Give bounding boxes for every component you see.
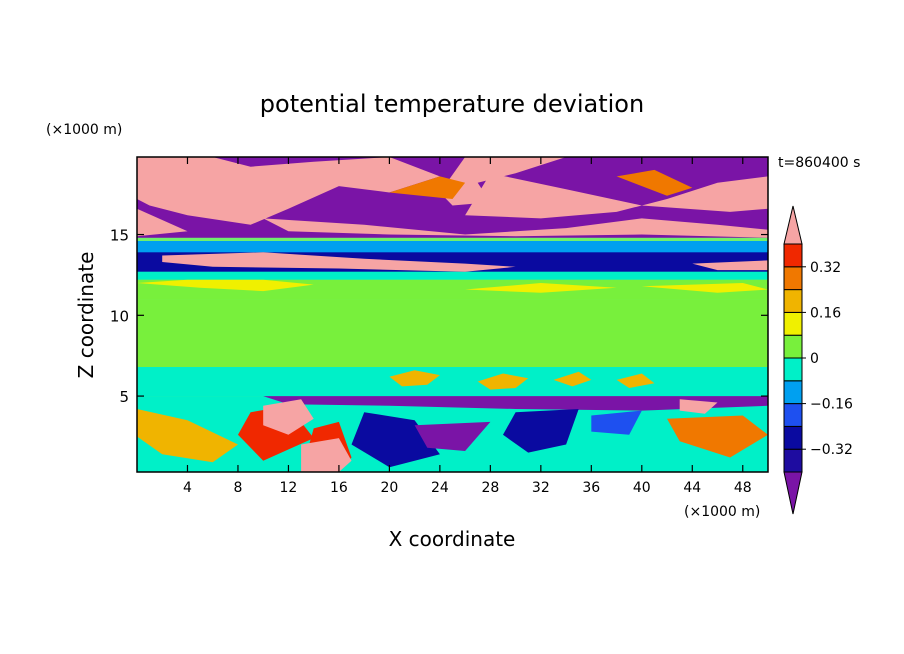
x-tick-label: 28 <box>481 480 499 496</box>
boundary-cell-4 <box>503 409 579 453</box>
tropopause-warm-tongue-east <box>692 260 768 271</box>
chart-title: potential temperature deviation <box>260 90 644 118</box>
warm-cell-0 <box>389 370 440 387</box>
plot-area <box>137 157 768 472</box>
y-unit-label: (×1000 m) <box>46 122 122 138</box>
tropopause-warm-tongue <box>162 252 516 272</box>
warm-cell-1 <box>477 373 529 390</box>
x-tick-label: 24 <box>431 480 449 496</box>
y-tick-label: 15 <box>110 227 129 245</box>
cool-thin-band <box>137 271 768 280</box>
colorbar-label: −0.16 <box>810 397 853 413</box>
boundary-cold-patch-0 <box>414 421 491 451</box>
colorbar: 0.32 0.16 0 −0.16 −0.32 <box>783 205 853 515</box>
x-tick-label: 44 <box>683 480 701 496</box>
colorbar-swatch <box>783 311 803 336</box>
x-tick-label: 36 <box>582 480 600 496</box>
colorbar-label: 0.16 <box>810 305 841 321</box>
time-label: t=860400 s <box>778 155 860 171</box>
x-tick-label: 12 <box>280 480 298 496</box>
boundary-cell-6 <box>667 415 768 458</box>
x-tick-label: 4 <box>183 480 192 496</box>
boundary-warm-patch-2 <box>679 399 718 414</box>
colorbar-swatch <box>783 380 803 405</box>
colorbar-swatch <box>783 448 803 473</box>
colorbar-swatch <box>783 266 803 291</box>
colorbar-swatch <box>783 334 803 359</box>
warm-cloud-upper-1 <box>439 157 567 206</box>
colorbar-swatch <box>783 357 803 382</box>
colorbar-swatch <box>783 403 803 427</box>
x-axis-label: X coordinate <box>389 527 516 551</box>
cool-band <box>137 241 768 253</box>
x-tick-label: 48 <box>734 480 752 496</box>
boundary-cell-0 <box>137 409 238 463</box>
colorbar-swatch <box>783 425 803 450</box>
colorbar-over-arrow <box>783 205 803 245</box>
warm-edge-upper-1 <box>616 169 693 196</box>
plot-frame <box>136 156 769 473</box>
y-tick-label: 10 <box>110 307 129 325</box>
colorbar-swatch <box>783 243 803 268</box>
mid-band <box>137 299 768 332</box>
warm-cloud-upper-0 <box>137 157 440 225</box>
warm-cloud-upper-2 <box>465 173 768 219</box>
x-tick-label: 16 <box>330 480 348 496</box>
warm-cloud-upper-3 <box>263 218 768 238</box>
mid-cell-2 <box>641 283 768 293</box>
boundary-warm-patch-1 <box>301 438 352 472</box>
x-tick-label: 32 <box>532 480 550 496</box>
lower-band <box>137 367 768 397</box>
colorbar-label: −0.32 <box>810 442 853 458</box>
mid-cell-0 <box>137 279 314 292</box>
x-axis-ticks: 4 8 12 16 20 24 28 32 36 40 44 48 <box>183 157 752 496</box>
boundary-cell-5 <box>591 410 642 435</box>
mid-cell-1 <box>465 283 617 293</box>
y-tick-label: 5 <box>119 388 129 406</box>
boundary-warm-patch-0 <box>263 399 314 435</box>
colorbar-label: 0.32 <box>810 260 841 276</box>
x-tick-label: 40 <box>633 480 651 496</box>
warm-cell-2 <box>553 371 592 387</box>
warm-cloud-upper-4 <box>137 208 188 237</box>
x-tick-label: 20 <box>380 480 398 496</box>
lower-mid-band <box>137 331 768 367</box>
warm-cell-3 <box>616 373 655 388</box>
colorbar-swatch <box>783 289 803 313</box>
colorbar-under-arrow <box>783 471 803 515</box>
x-tick-label: 8 <box>233 480 242 496</box>
x-unit-label: (×1000 m) <box>684 504 760 520</box>
cold-band-5km <box>263 396 768 411</box>
warm-edge-upper-0 <box>389 176 466 199</box>
y-axis-ticks: 5 10 15 <box>110 227 768 406</box>
y-axis-label: Z coordinate <box>74 252 98 379</box>
colorbar-label: 0 <box>810 351 819 367</box>
